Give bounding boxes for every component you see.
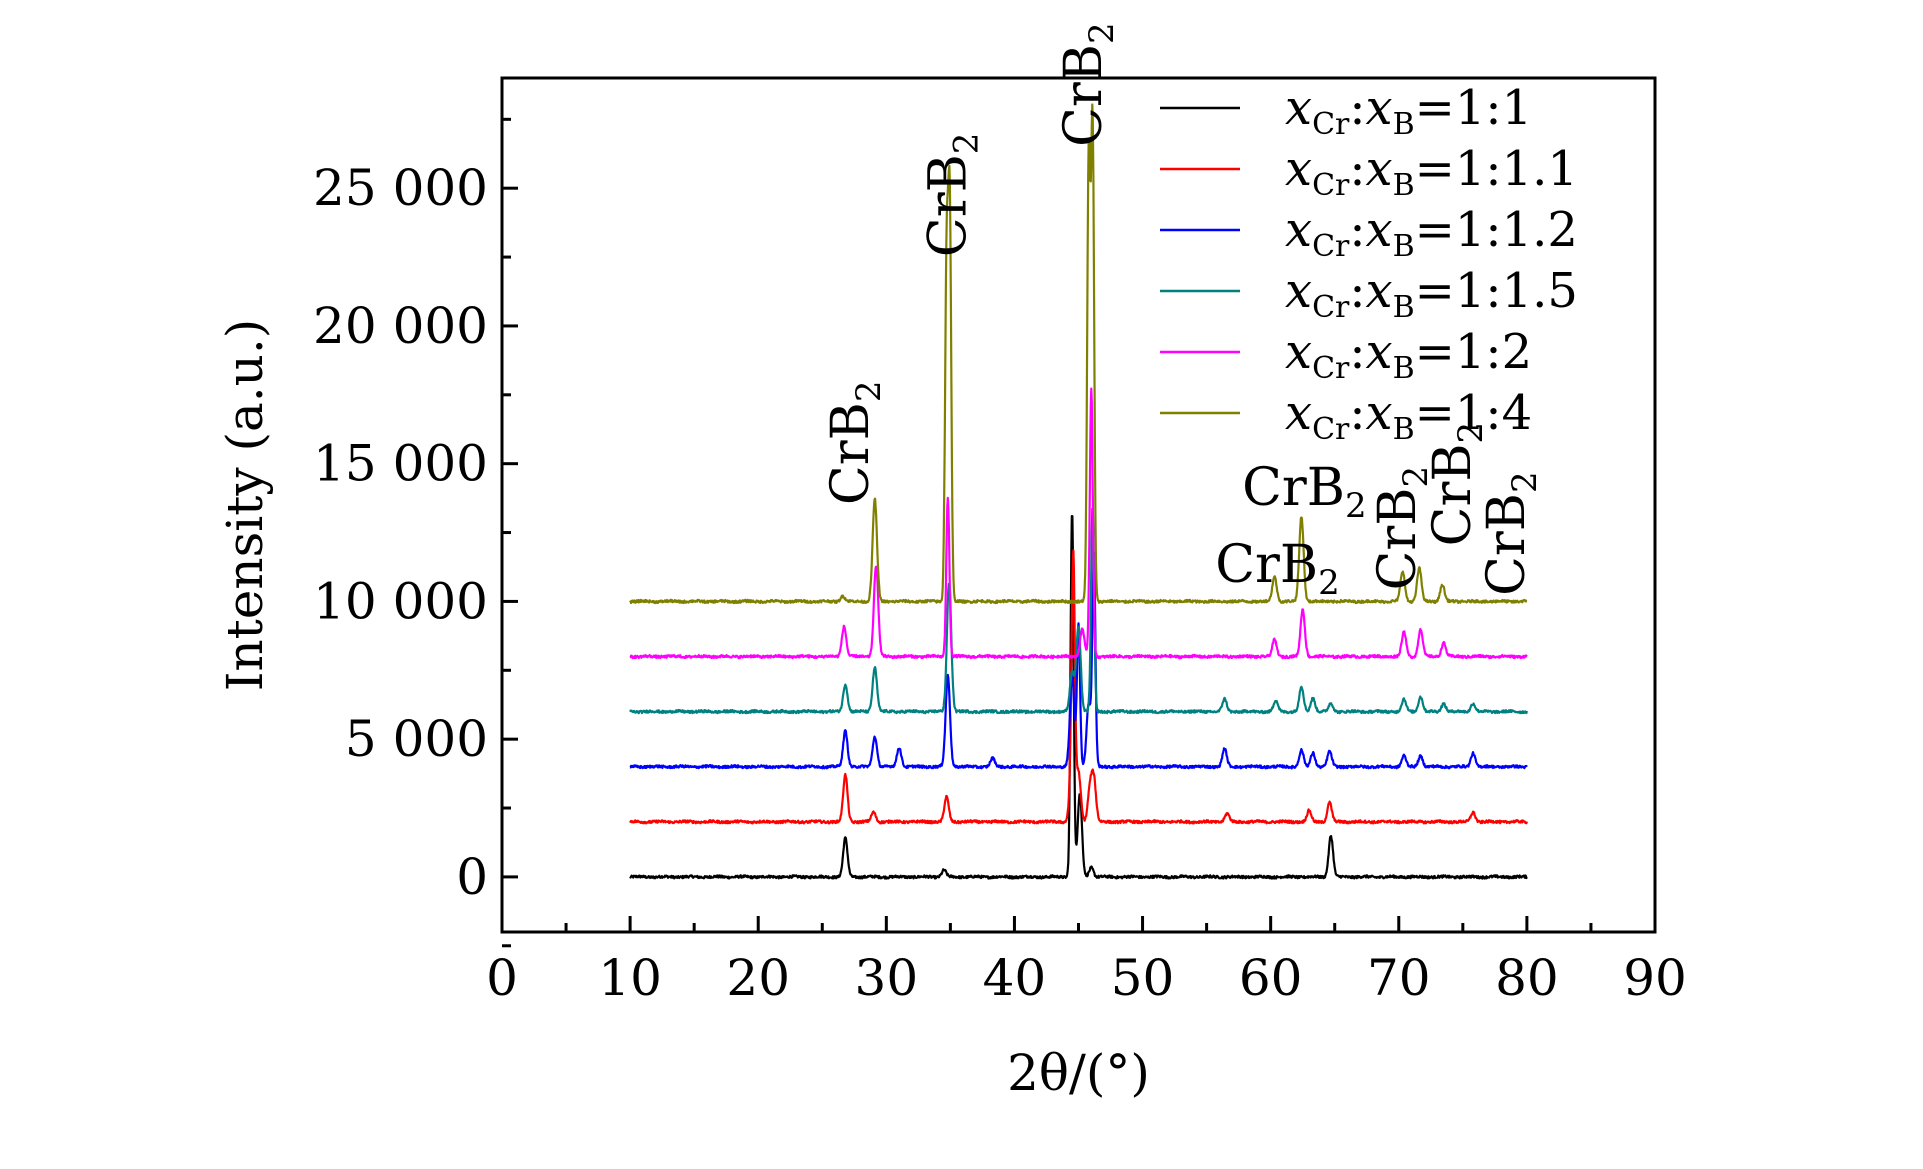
series-line — [629, 551, 1528, 770]
x-tick-label: 0 — [486, 949, 518, 1007]
x-tick-label: 20 — [726, 949, 790, 1007]
x-tick-label: 60 — [1239, 949, 1303, 1007]
axis-ticks: 0 10 20 30 40 50 60 70 80 90 0 5 000 10 000 15 000 20 … — [313, 117, 1687, 1007]
legend-entry: xCr:xB=1:2 — [1285, 324, 1532, 386]
y-tick-label: 10 000 — [313, 572, 488, 630]
legend-entry: xCr:xB=1:1.1 — [1285, 141, 1578, 203]
y-tick-label: 15 000 — [313, 435, 488, 493]
peak-label: CrB2 — [1423, 422, 1491, 547]
peak-label: CrB2 — [1477, 471, 1545, 596]
legend-entry: xCr:xB=1:1 — [1285, 80, 1532, 142]
y-axis-title: Intensity (a.u.) — [216, 319, 274, 692]
x-tick-label: 10 — [598, 949, 662, 1007]
peak-label: CrB2 — [1054, 22, 1122, 147]
peak-label: CrB2 — [1242, 458, 1367, 526]
peak-label: CrB2 — [1215, 535, 1340, 603]
x-tick-label: 80 — [1495, 949, 1559, 1007]
series-line — [629, 387, 1528, 660]
x-tick-label: 30 — [855, 949, 919, 1007]
x-tick-label: 40 — [983, 949, 1047, 1007]
series-line — [629, 103, 1528, 605]
legend-entry: xCr:xB=1:1.5 — [1285, 263, 1578, 325]
y-tick-label: 0 — [456, 848, 488, 906]
legend-entry: xCr:xB=1:4 — [1285, 385, 1532, 447]
series-line — [629, 549, 1528, 825]
peak-label: CrB2 — [1368, 466, 1436, 591]
legend-entry: xCr:xB=1:1.2 — [1285, 202, 1578, 264]
series-line — [629, 514, 1528, 880]
y-tick-label: 25 000 — [313, 159, 488, 217]
y-tick-label: 20 000 — [313, 297, 488, 355]
y-tick-label: 5 000 — [345, 710, 488, 768]
x-tick-label: 70 — [1367, 949, 1431, 1007]
peak-label: CrB2 — [821, 381, 889, 506]
x-tick-label: 50 — [1111, 949, 1175, 1007]
series-layer — [629, 103, 1528, 880]
legend: xCr:xB=1:1xCr:xB=1:1.1xCr:xB=1:1.2xCr:xB… — [1160, 80, 1578, 447]
x-tick-label: 90 — [1623, 949, 1687, 1007]
x-axis-title: 2θ/(°) — [1007, 1044, 1150, 1102]
series-line — [629, 507, 1528, 715]
peak-label: CrB2 — [918, 133, 986, 258]
